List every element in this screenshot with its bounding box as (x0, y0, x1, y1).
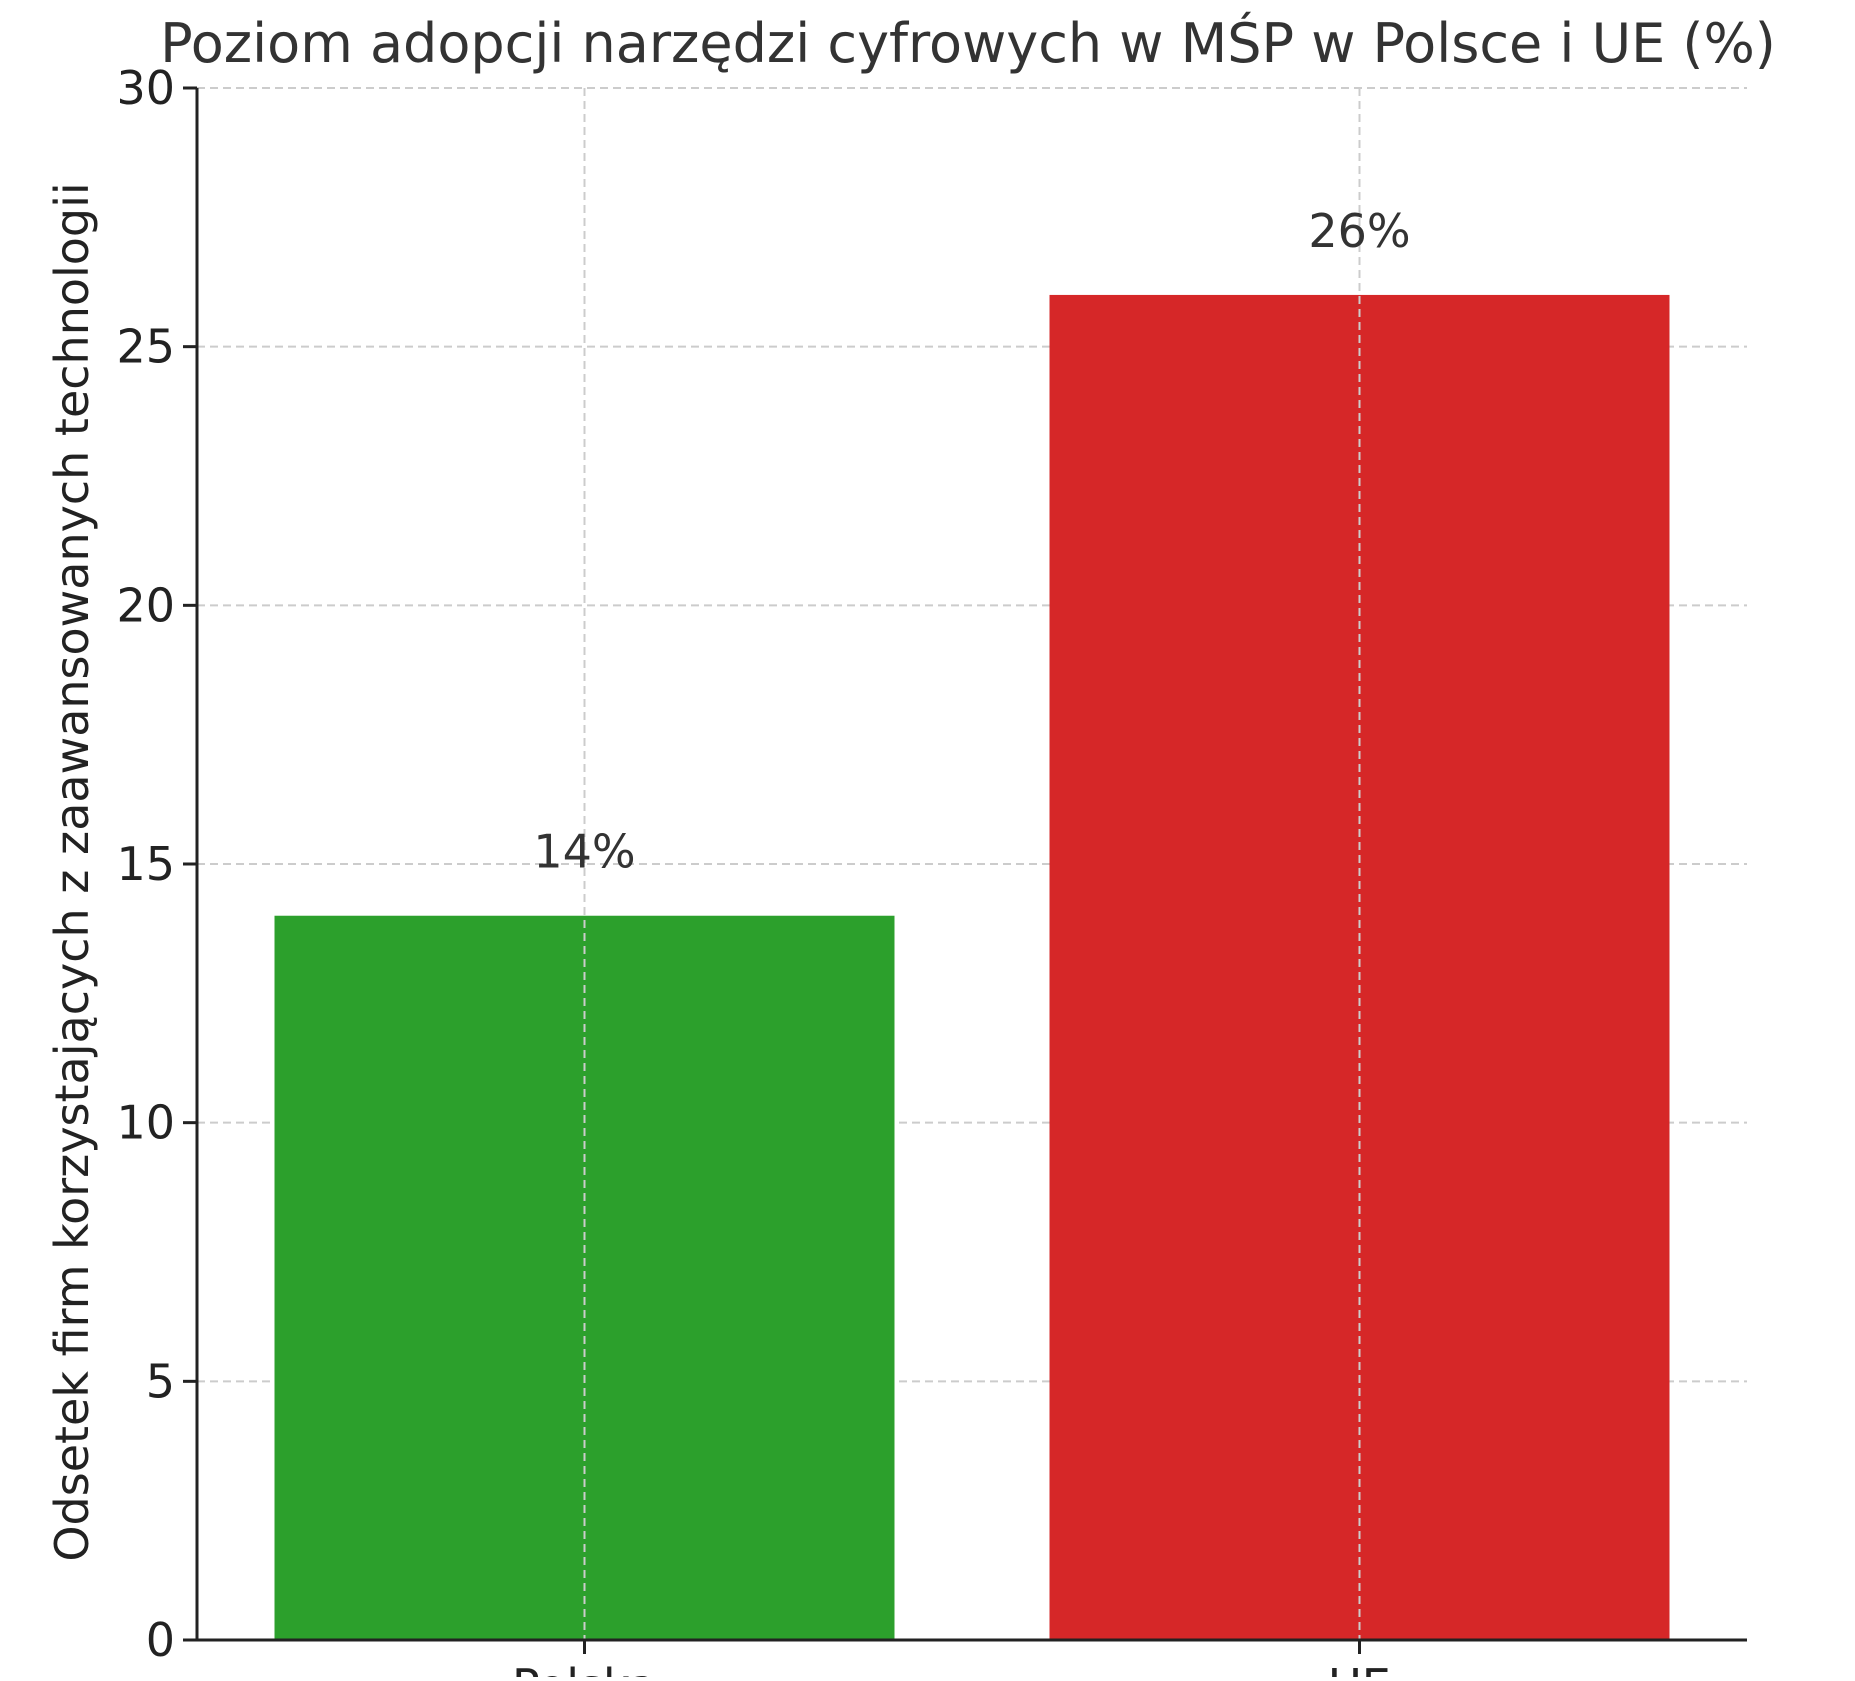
y-tick-label: 0 (146, 1613, 175, 1667)
bar-layer (274, 88, 1670, 1640)
axis-layer (183, 86, 1747, 1654)
chart-title: Poziom adopcji narzędzi cyfrowych w MŚP … (160, 12, 1776, 75)
value-label: 26% (1308, 204, 1410, 258)
y-axis-label: Odsetek firm korzystających z zaawansowa… (45, 182, 99, 1561)
label-layer: 0 5 10 15 20 25 30 Polska 14% UE 26% (116, 61, 1410, 1681)
y-tick-label: 25 (116, 320, 175, 374)
x-tick-label: UE (1328, 1659, 1391, 1677)
x-tick-label: Polska (512, 1659, 657, 1677)
y-tick-label: 10 (116, 1096, 175, 1150)
y-tick-label: 30 (116, 61, 175, 115)
y-tick-label: 5 (146, 1354, 175, 1408)
y-tick-label: 20 (116, 578, 175, 632)
value-label: 14% (533, 825, 635, 879)
y-tick-label: 15 (116, 837, 175, 891)
